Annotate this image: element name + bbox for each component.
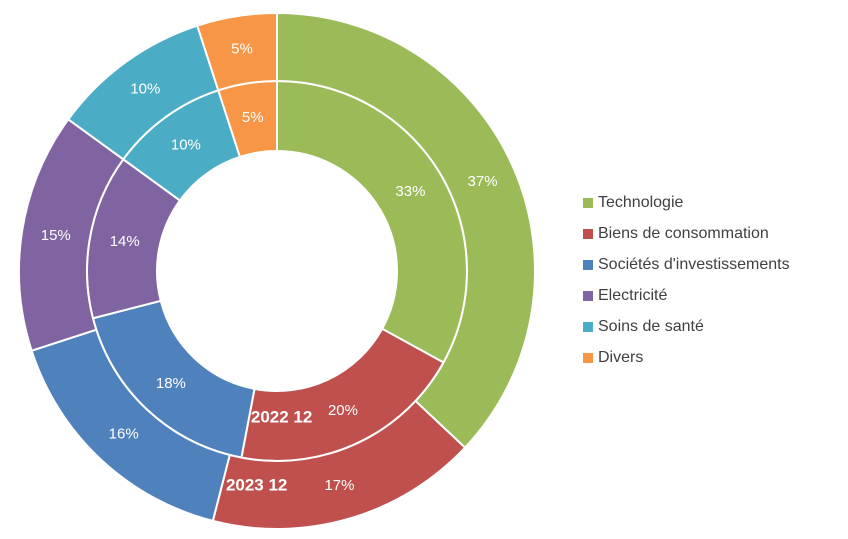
- data-label: 16%: [109, 425, 139, 442]
- legend-swatch: [583, 260, 593, 270]
- legend-label: Technologie: [598, 194, 684, 211]
- data-label: 20%: [328, 402, 358, 419]
- data-label: 18%: [156, 375, 186, 392]
- donut-segment: [276, 11, 536, 450]
- data-label: 10%: [171, 137, 201, 154]
- data-label: 10%: [130, 81, 160, 98]
- data-label: 14%: [110, 233, 140, 250]
- legend-swatch: [583, 291, 593, 301]
- legend-label: Electricité: [598, 287, 667, 304]
- legend-label: Biens de consommation: [598, 225, 769, 242]
- data-label: 37%: [468, 173, 498, 190]
- data-label: 5%: [231, 41, 253, 58]
- series-label: 2022 12: [251, 407, 312, 426]
- legend-label: Soins de santé: [598, 318, 704, 335]
- legend-swatch: [583, 322, 593, 332]
- legend-swatch: [583, 353, 593, 363]
- legend-swatch: [583, 198, 593, 208]
- data-label: 5%: [242, 109, 264, 126]
- legend-label: Sociétés d'investissements: [598, 256, 790, 273]
- series-label: 2023 12: [226, 476, 287, 495]
- data-label: 15%: [41, 227, 71, 244]
- donut-segment: [196, 11, 278, 92]
- data-label: 17%: [324, 477, 354, 494]
- legend-swatch: [583, 229, 593, 239]
- data-label: 33%: [395, 183, 425, 200]
- legend-label: Divers: [598, 349, 643, 366]
